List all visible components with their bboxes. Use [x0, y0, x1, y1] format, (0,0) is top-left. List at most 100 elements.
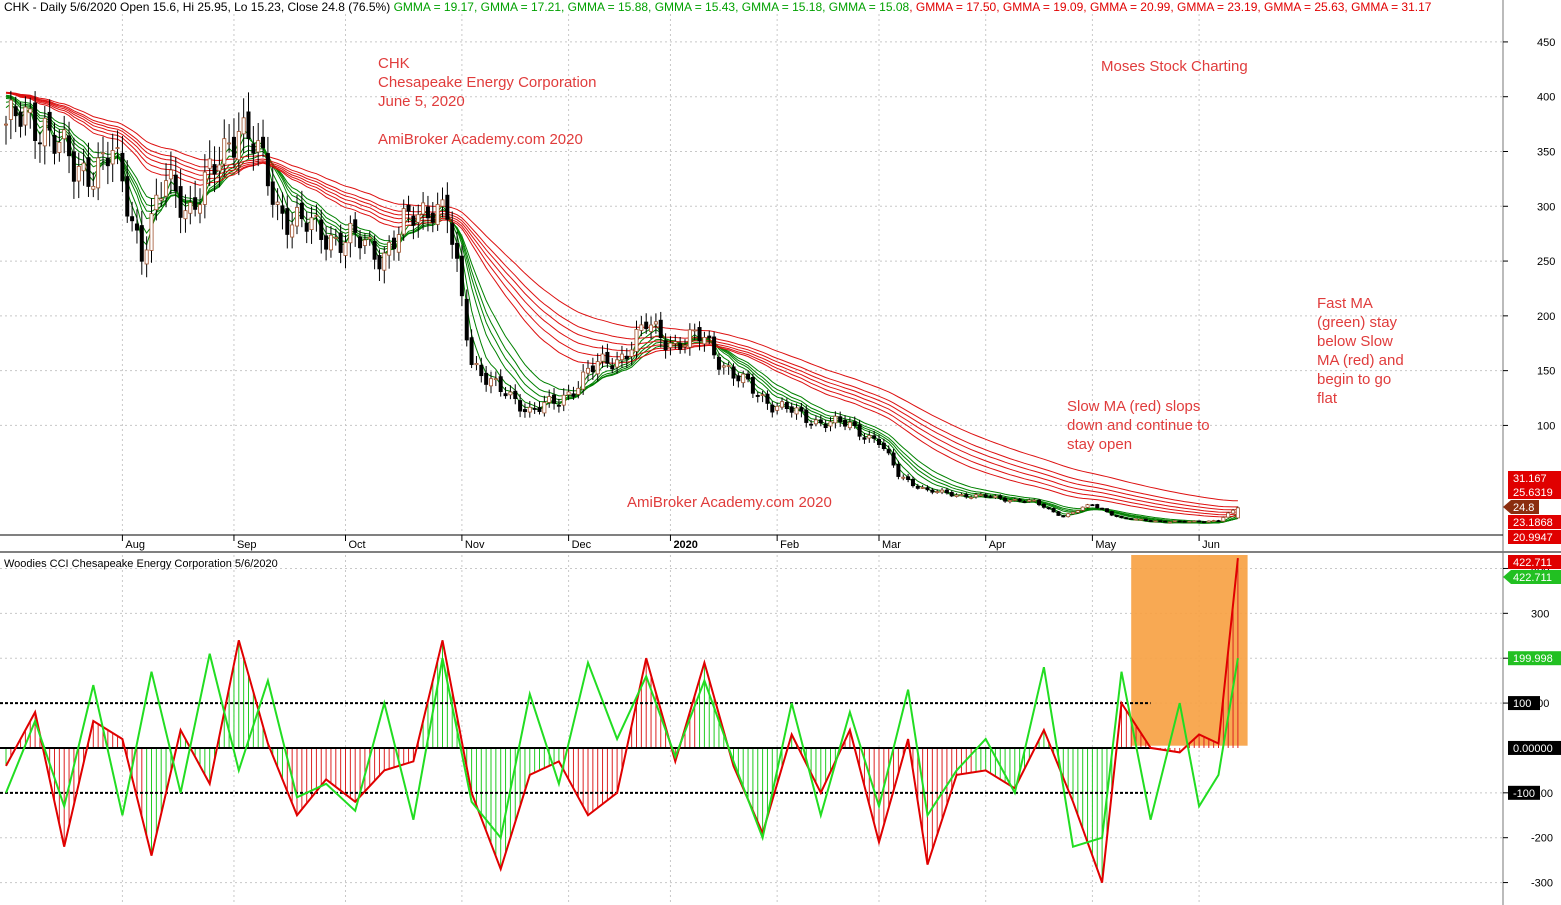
candle-body: [615, 359, 620, 368]
candle-body: [935, 491, 940, 493]
candle-body: [867, 435, 872, 439]
candle-body: [619, 353, 624, 361]
gmma-fast-line: [5, 103, 1239, 524]
candle-body: [28, 108, 33, 114]
candle-body: [852, 421, 857, 427]
candle-body: [1061, 515, 1066, 518]
candle-body: [401, 208, 406, 235]
candle-body: [101, 152, 106, 155]
candle-body: [522, 409, 527, 413]
candle-body: [348, 222, 353, 244]
candle-body: [387, 241, 392, 256]
candle-body: [716, 357, 721, 370]
candle-body: [770, 404, 775, 413]
candle-body: [721, 365, 726, 368]
axis-label-text: 422.711: [1513, 557, 1552, 569]
candle-body: [57, 142, 62, 153]
candle-body: [13, 106, 18, 117]
candle-body: [459, 255, 464, 297]
candle-body: [416, 214, 421, 223]
gmma-fast-line: [5, 96, 1239, 524]
price-y-label: 200: [1537, 311, 1555, 323]
candle-body: [1231, 509, 1236, 514]
candle-body: [974, 494, 979, 498]
candle-body: [799, 407, 804, 412]
candle-body: [362, 239, 367, 246]
candle-body: [193, 197, 198, 210]
candle-body: [71, 151, 76, 182]
candle-body: [818, 419, 823, 424]
candle-body: [222, 138, 227, 165]
candle-body: [212, 164, 217, 175]
cci-axis-label: 0.00000: [1508, 740, 1561, 755]
candle-body: [542, 401, 547, 414]
candle-body: [1221, 517, 1226, 522]
candle-body: [275, 201, 280, 205]
candle-body: [1056, 511, 1061, 516]
candle-body: [697, 327, 702, 342]
candles: [4, 90, 1240, 524]
candle-body: [382, 252, 387, 271]
x-tick-label: Oct: [349, 539, 366, 551]
candle-body: [712, 336, 717, 356]
candle-body: [1153, 520, 1158, 523]
title-annotation: CHK Chesapeake Energy Corporation June 5…: [378, 54, 596, 111]
candle-body: [809, 423, 814, 426]
candle-body: [1071, 511, 1076, 515]
candle-body: [877, 438, 882, 445]
candle-body: [251, 143, 256, 154]
cci-y-label: -300: [1531, 878, 1553, 890]
axis-label-text: 25.6319: [1513, 487, 1553, 499]
candle-body: [1041, 503, 1046, 508]
candle-body: [164, 180, 169, 197]
last-price-tag: [1503, 500, 1539, 514]
candle-body: [183, 210, 188, 220]
candle-body: [396, 234, 401, 253]
candle-body: [1037, 499, 1042, 506]
candle-body: [227, 142, 232, 145]
gmma-slow-line: [5, 92, 1238, 513]
candle-body: [67, 135, 72, 157]
candle-body: [319, 219, 324, 240]
candle-body: [605, 351, 610, 364]
axis-label-bg: [1508, 485, 1561, 499]
header-gmma-10: , GMMA = 23.19: [1170, 0, 1258, 14]
candle-body: [581, 371, 586, 390]
candle-body: [586, 367, 591, 374]
candle-body: [23, 106, 28, 126]
slow-ma-line-2: down and continue to: [1067, 417, 1210, 434]
candle-body: [678, 343, 683, 350]
candle-body: [765, 393, 770, 404]
candle-body: [537, 407, 542, 412]
axis-label-text: 31.167: [1513, 473, 1547, 485]
fast-ma-line-1: Fast MA: [1317, 295, 1373, 312]
candle-body: [1095, 504, 1100, 509]
candle-body: [804, 409, 809, 423]
candle-body: [707, 335, 712, 339]
candle-body: [930, 489, 935, 493]
candle-body: [828, 421, 833, 427]
candle-body: [663, 340, 668, 351]
price-axis-label: 23.1868: [1508, 515, 1561, 529]
x-tick-label: Nov: [465, 539, 485, 551]
candle-body: [479, 364, 484, 377]
candle-body: [649, 324, 654, 332]
candle-body: [314, 214, 319, 217]
candle-body: [1022, 501, 1027, 503]
candle-body: [81, 162, 86, 172]
axis-label-bg: [1508, 530, 1561, 544]
candle-body: [784, 402, 789, 409]
annotation-date: June 5, 2020: [378, 93, 465, 110]
candle-body: [474, 363, 479, 366]
candle-body: [954, 494, 959, 497]
candle-body: [173, 174, 178, 192]
candle-body: [862, 437, 867, 440]
gmma-fast-line: [5, 98, 1239, 524]
candle-body: [775, 405, 780, 411]
candle-body: [391, 237, 396, 250]
header-gmma-9: , GMMA = 20.99: [1083, 0, 1171, 14]
candle-body: [1090, 504, 1095, 507]
site-annotation-bottom: AmiBroker Academy.com 2020: [627, 494, 832, 511]
gmma-fast-line: [5, 94, 1239, 523]
